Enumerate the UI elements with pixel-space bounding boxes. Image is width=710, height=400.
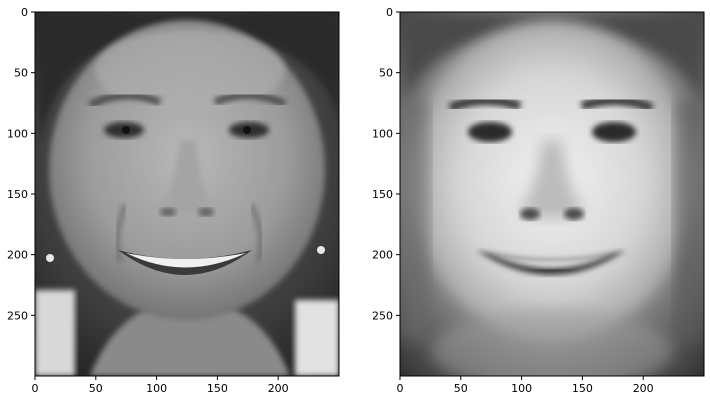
right-x-tick-label: 0: [397, 382, 404, 395]
left-y-tick-label: 200: [7, 249, 28, 262]
left-y-tick-label: 50: [14, 67, 28, 80]
left-x-axis: 0 50 100 150 200: [32, 376, 289, 395]
left-panel-axes: 0 50 100 150 200 0 50 100 150 200 250: [7, 6, 340, 395]
right-x-tick-label: 150: [572, 382, 593, 395]
right-x-tick-label: 200: [633, 382, 654, 395]
left-y-axis: 0 50 100 150 200 250: [7, 6, 35, 322]
right-panel-image: [400, 12, 704, 376]
right-y-axis: 0 50 100 150 200 250: [372, 6, 400, 322]
right-panel-axes: 0 50 100 150 200 0 50 100 150 200 250: [372, 6, 705, 395]
left-y-tick-label: 0: [21, 6, 28, 19]
left-x-tick-label: 150: [207, 382, 228, 395]
right-x-tick-label: 50: [454, 382, 468, 395]
right-y-tick-label: 200: [372, 249, 393, 262]
left-y-tick-label: 100: [7, 127, 28, 140]
left-y-tick-label: 250: [7, 309, 28, 322]
left-x-tick-label: 100: [146, 382, 167, 395]
right-y-tick-label: 100: [372, 127, 393, 140]
right-y-tick-label: 250: [372, 309, 393, 322]
left-x-tick-label: 50: [89, 382, 103, 395]
left-x-tick-label: 0: [32, 382, 39, 395]
left-panel-image: [35, 12, 339, 376]
right-y-tick-label: 0: [386, 6, 393, 19]
right-x-tick-label: 100: [511, 382, 532, 395]
right-y-tick-label: 150: [372, 188, 393, 201]
left-x-tick-label: 200: [268, 382, 289, 395]
left-y-tick-label: 150: [7, 188, 28, 201]
right-x-axis: 0 50 100 150 200: [397, 376, 654, 395]
right-y-tick-label: 50: [379, 67, 393, 80]
